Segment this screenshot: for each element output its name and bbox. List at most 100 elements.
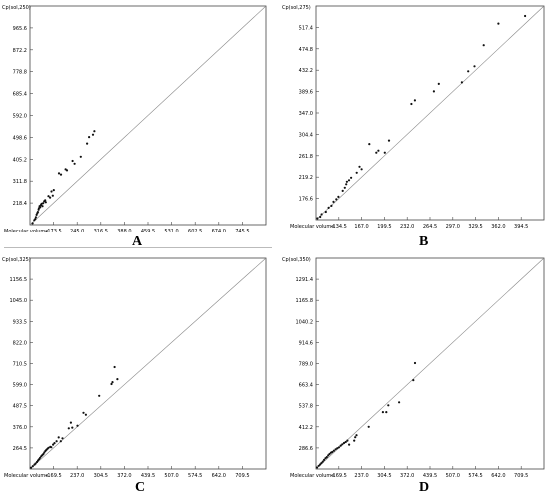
y-axis-title: Cp(sol,325) [2, 257, 31, 263]
data-point [47, 446, 50, 449]
data-point [34, 462, 37, 465]
x-axis-title: Molecular volume [290, 473, 334, 479]
x-axis-title: Molecular volume [4, 229, 48, 232]
data-point [317, 464, 320, 467]
y-tick-label: 822.0 [13, 340, 27, 346]
x-tick-label: 574.5 [188, 473, 202, 479]
data-point [348, 443, 351, 446]
y-tick-label: 537.8 [299, 404, 313, 410]
data-point [335, 198, 338, 201]
data-point [354, 436, 357, 439]
data-point [91, 133, 95, 136]
data-point [368, 143, 371, 146]
chart-a: Cp(sol,250) 218.4 311.8 405.2 498.6 592.0 685.… [2, 5, 267, 232]
x-tick-label: 602.5 [188, 229, 202, 232]
data-point [31, 465, 34, 468]
y-tick-label: 778.8 [13, 70, 27, 76]
x-tick-label: 709.5 [514, 473, 528, 479]
data-point [44, 199, 47, 202]
data-point [330, 204, 333, 207]
data-point [473, 65, 476, 68]
data-point [345, 180, 348, 183]
x-tick-label: 245.0 [70, 229, 84, 232]
data-point [55, 440, 58, 443]
data-point [467, 70, 470, 73]
data-point [52, 443, 55, 446]
y-tick-label: 311.8 [13, 179, 27, 185]
data-point [79, 155, 82, 158]
y-tick-label: 685.4 [13, 92, 27, 98]
y-tick-label: 872.2 [13, 48, 27, 54]
y-tick-label: 592.0 [13, 114, 27, 120]
reference-line [315, 257, 545, 470]
data-point [341, 443, 344, 446]
data-point [375, 151, 378, 154]
data-point [59, 440, 62, 443]
x-tick-label: 297.0 [446, 224, 460, 230]
y-tick-label: 1156.5 [10, 277, 28, 283]
data-point [413, 99, 416, 102]
data-point [346, 439, 349, 442]
y-tick-label: 599.0 [13, 383, 27, 389]
panel-divider [4, 247, 272, 248]
x-tick-label: 264.5 [423, 224, 437, 230]
y-tick-label: 389.6 [299, 90, 313, 96]
x-tick-label: 507.0 [446, 473, 460, 479]
data-point [34, 218, 37, 221]
data-point [381, 411, 384, 414]
y-tick-label: 710.5 [13, 362, 27, 368]
x-tick-label: 316.5 [94, 229, 108, 232]
chart-c: Cp(sol,325) 264.5 376.0 487.5 599.0 710.5 822.… [2, 257, 267, 479]
x-tick-label: 459.5 [141, 229, 155, 232]
y-tick-label: 487.5 [13, 404, 27, 410]
data-point [331, 450, 334, 454]
data-point [327, 206, 330, 209]
y-tick-label: 264.5 [13, 446, 27, 452]
x-tick-label: 167.0 [354, 224, 368, 230]
data-point [358, 165, 361, 168]
x-tick-label: 642.0 [212, 473, 226, 479]
data-point [437, 82, 440, 85]
data-point [460, 81, 463, 84]
data-point [337, 446, 341, 449]
x-tick-label: 745.5 [235, 229, 249, 232]
y-tick-label: 432.2 [299, 68, 313, 74]
x-tick-label: 304.5 [377, 473, 391, 479]
data-point [42, 453, 45, 456]
data-point [57, 436, 60, 439]
data-point [320, 213, 323, 216]
data-point [49, 196, 52, 199]
data-point [337, 195, 340, 198]
data-point [323, 458, 326, 461]
data-point [316, 217, 319, 220]
y-tick-label: 261.8 [299, 154, 313, 160]
data-point [355, 434, 358, 437]
data-point [111, 381, 114, 384]
y-tick-label: 498.6 [13, 135, 27, 141]
data-point [76, 424, 79, 427]
panel-label-a: A [132, 234, 143, 249]
data-point [345, 183, 348, 186]
reference-line [29, 257, 267, 470]
data-point [350, 176, 353, 179]
x-tick-label: 439.5 [141, 473, 155, 479]
data-point [86, 142, 89, 145]
x-tick-label: 237.0 [354, 473, 368, 479]
chart-d: Cp(sol,350) 286.6 412.2 537.8 663.4 789.0 914.… [282, 257, 545, 479]
data-point [41, 205, 44, 208]
y-axis-title: Cp(sol,350) [282, 257, 311, 263]
x-tick-label: 574.5 [468, 473, 482, 479]
data-point [67, 427, 70, 430]
y-axis-title: Cp(sol,250) [2, 5, 31, 11]
data-point [51, 194, 54, 197]
x-tick-label: 372.0 [400, 473, 414, 479]
data-point [385, 411, 388, 414]
data-point [42, 202, 45, 205]
data-point [336, 447, 339, 450]
y-tick-label: 914.6 [299, 340, 313, 346]
y-tick-label: 1165.8 [296, 298, 314, 304]
data-point [113, 365, 116, 369]
y-tick-label: 663.4 [299, 383, 313, 389]
data-point [53, 442, 56, 445]
panel-label-d: D [419, 480, 430, 495]
